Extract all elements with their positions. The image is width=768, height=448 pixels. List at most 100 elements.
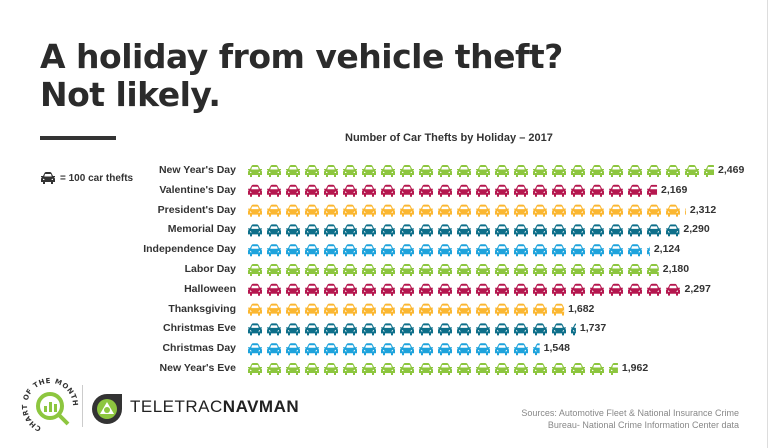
car-icon [514, 303, 528, 316]
icon-row [248, 184, 658, 197]
car-icon [476, 184, 490, 197]
car-icon [305, 184, 319, 197]
car-icon [41, 172, 55, 184]
car-icon [571, 244, 585, 257]
car-icon [343, 244, 357, 257]
car-icon [495, 204, 509, 217]
car-icon [590, 244, 604, 257]
car-icon [343, 283, 357, 296]
car-icon [609, 204, 623, 217]
car-icon [343, 204, 357, 217]
car-icon [324, 283, 338, 296]
car-icon [476, 303, 490, 316]
car-icon [267, 165, 281, 177]
car-icon [400, 264, 414, 276]
icon-row [248, 343, 540, 356]
partial-car-icon [647, 184, 658, 197]
car-icon [628, 283, 642, 296]
car-icon [400, 165, 414, 177]
car-icon [324, 244, 338, 257]
car-icon [628, 204, 642, 217]
car-icon [552, 224, 566, 237]
car-icon [590, 204, 604, 217]
car-icon [552, 283, 566, 296]
car-icon [438, 165, 452, 177]
partial-car-icon [685, 208, 686, 215]
value-label: 1,962 [621, 362, 649, 374]
car-icon [438, 224, 452, 237]
value-label: 2,297 [684, 282, 711, 295]
car-icon [305, 204, 319, 217]
car-icon [343, 343, 357, 356]
car-icon [647, 204, 661, 217]
car-icon [571, 224, 585, 237]
car-icon [305, 363, 319, 375]
car-icon [647, 224, 661, 237]
icon-row [248, 264, 659, 276]
car-icon [457, 184, 471, 197]
car-icon [324, 204, 338, 217]
car-icon [419, 165, 433, 177]
car-icon [552, 204, 566, 217]
brand-part1: TELETRAC [130, 397, 223, 416]
value-label: 1,682 [568, 302, 595, 315]
car-icon [666, 204, 680, 217]
car-icon [457, 283, 471, 296]
car-icon [286, 244, 300, 257]
car-icon [343, 264, 357, 276]
car-icon [457, 204, 471, 217]
icon-row [248, 165, 715, 177]
car-icon [400, 323, 414, 336]
row-label: Halloween [184, 282, 236, 295]
value-label: 1,548 [543, 342, 570, 355]
car-icon [495, 303, 509, 316]
car-icon [362, 323, 376, 336]
car-icon [457, 303, 471, 316]
car-icon [457, 323, 471, 336]
car-icon [533, 204, 547, 217]
car-icon [533, 165, 547, 177]
partial-car-icon [666, 283, 680, 296]
partial-car-icon [704, 165, 715, 177]
sources-line-1: Sources: Automotive Fleet & National Ins… [521, 408, 739, 418]
car-icon [609, 184, 623, 197]
car-icon [476, 244, 490, 257]
icon-row [248, 283, 680, 296]
row-label: Christmas Eve [163, 322, 236, 335]
car-icon [381, 244, 395, 257]
car-icon [324, 264, 338, 276]
car-icon [286, 184, 300, 197]
car-icon [267, 224, 281, 237]
car-icon [419, 204, 433, 217]
car-icon [362, 244, 376, 257]
car-icon [400, 184, 414, 197]
car-icon [495, 224, 509, 237]
car-icon [343, 363, 357, 375]
car-icon [286, 165, 300, 177]
value-label: 2,290 [683, 223, 710, 236]
car-icon [362, 283, 376, 296]
car-icon [419, 264, 433, 276]
car-icon [495, 363, 509, 375]
car-icon [419, 224, 433, 237]
car-icon [381, 165, 395, 177]
car-icon [286, 363, 300, 375]
car-icon [438, 264, 452, 276]
car-icon [362, 264, 376, 276]
car-icon [362, 204, 376, 217]
car-icon [533, 264, 547, 276]
car-icon [514, 343, 528, 356]
car-icon [514, 224, 528, 237]
sources-note: Sources: Automotive Fleet & National Ins… [521, 407, 739, 431]
car-icon [305, 303, 319, 316]
car-icon [552, 244, 566, 257]
car-icon [476, 323, 490, 336]
car-icon [362, 343, 376, 356]
car-icon [476, 363, 490, 375]
sources-line-2: Bureau- National Crime Information Cente… [547, 420, 739, 430]
car-icon [343, 165, 357, 177]
car-icon [400, 244, 414, 257]
car-icon [400, 363, 414, 375]
car-icon [590, 224, 604, 237]
